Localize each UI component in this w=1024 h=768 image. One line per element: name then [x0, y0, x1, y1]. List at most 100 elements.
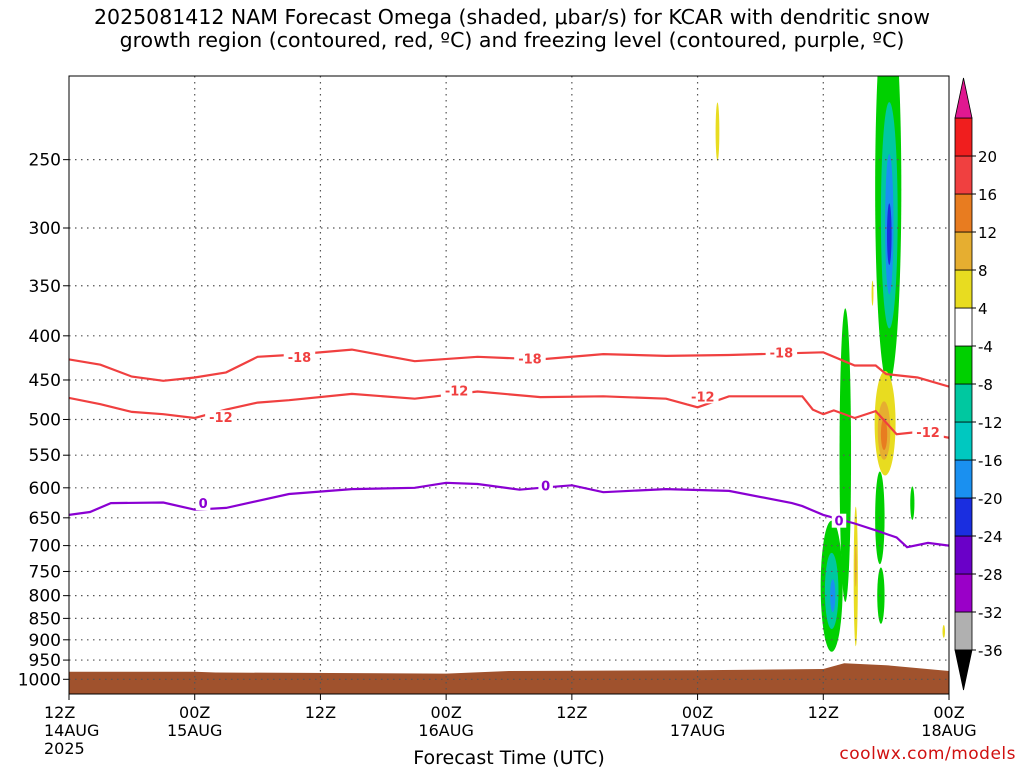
colorbar-swatch [954, 611, 973, 651]
y-tick-label: 350 [29, 277, 61, 297]
colorbar-swatch [954, 535, 973, 575]
colorbar-label: -16 [978, 452, 1003, 470]
contour-label--18: -18 [770, 346, 794, 361]
chart-title-line2: growth region (contoured, red, ºC) and f… [119, 28, 905, 52]
x-tick-label: 00Z [430, 703, 461, 722]
y-tick-label: 450 [29, 371, 61, 391]
colorbar-swatch [954, 459, 973, 499]
colorbar-label: -36 [978, 642, 1003, 660]
colorbar-swatch [954, 383, 973, 423]
contour-label-bg [205, 410, 237, 425]
contour-label--18: -18 [518, 353, 542, 368]
colorbar-label: 4 [978, 300, 988, 318]
omega-shaded-region-13 [910, 486, 915, 520]
terrain-layer [69, 663, 949, 694]
colorbar-over-arrow [954, 77, 973, 119]
colorbar: -36 -32 -28 -24 -20 -16 -12 -8 -4 4 8 12 16 20 [954, 77, 1003, 691]
omega-shaded-region-10 [830, 579, 836, 613]
contour-label-0: 0 [199, 497, 208, 512]
x-tick-label: 17AUG [670, 721, 725, 740]
colorbar-swatch [954, 193, 973, 233]
colorbar-swatch [954, 231, 973, 271]
chart-title-line1: 2025081412 NAM Forecast Omega (shaded, μ… [93, 5, 930, 29]
y-tick-label: 900 [29, 631, 61, 651]
contour-label--12: -12 [209, 411, 233, 426]
colorbar-label: -20 [978, 490, 1003, 508]
y-tick-label: 750 [29, 562, 61, 582]
y-tick-label: 300 [29, 219, 61, 239]
colorbar-label: 12 [978, 224, 997, 242]
colorbar-label: -8 [978, 376, 993, 394]
contour-label-bg [831, 513, 847, 528]
colorbar-label: -32 [978, 604, 1003, 622]
axes-layer: 2503003504004505005506006507007508008509… [18, 75, 977, 758]
contour-label--12: -12 [691, 390, 715, 405]
x-tick-label: 00Z [682, 703, 713, 722]
watermark: coolwx.com/models [839, 744, 1016, 764]
colorbar-swatch [954, 155, 973, 195]
colorbar-label: 16 [978, 186, 997, 204]
colorbar-swatch [954, 269, 973, 309]
y-tick-label: 600 [29, 479, 61, 499]
contour-label-0: 0 [541, 479, 550, 494]
colorbar-swatch [954, 497, 973, 537]
x-tick-label: 12Z [556, 703, 587, 722]
colorbar-swatch [954, 421, 973, 461]
x-tick-label: 12Z [305, 703, 336, 722]
contour-label-0: 0 [834, 515, 843, 530]
x-tick-label: 12Z [44, 703, 75, 722]
y-tick-label: 550 [29, 446, 61, 466]
contour-label-bg [687, 389, 719, 404]
omega-shading-layer [715, 76, 946, 652]
grid-layer [69, 76, 949, 694]
x-tick-label: 18AUG [921, 721, 976, 740]
omega-shaded-region-3 [886, 203, 892, 265]
y-tick-label: 800 [29, 587, 61, 607]
contour-label-bg [765, 345, 798, 360]
colorbar-swatch [954, 573, 973, 613]
terrain-area [69, 663, 949, 694]
y-tick-label: 500 [29, 410, 61, 430]
contour-label--12: -12 [916, 426, 940, 441]
y-tick-label: 1000 [18, 670, 61, 690]
omega-shaded-region-7 [839, 308, 852, 602]
colorbar-label: 8 [978, 262, 988, 280]
colorbar-label: -28 [978, 566, 1003, 584]
plot-frame [68, 75, 950, 695]
contour-label-bg [912, 425, 944, 440]
contour-label--18: -18 [288, 351, 312, 366]
contour-layer: -18 -18 -18 -12 -12 -12 -12 0 0 0 [69, 345, 949, 549]
contour-line--18 [69, 348, 949, 388]
colorbar-under-arrow [954, 649, 973, 691]
contour-label-bg [283, 349, 316, 364]
x-tick-label: 14AUG [44, 721, 99, 740]
colorbar-label: 20 [978, 148, 997, 166]
contour-label-bg [514, 351, 546, 366]
x-tick-label: 00Z [179, 703, 210, 722]
contour-line--12 [69, 390, 949, 439]
y-tick-label: 700 [29, 537, 61, 557]
colorbar-label: -4 [978, 338, 993, 356]
y-tick-label: 950 [29, 651, 61, 671]
contour-line-0 [69, 481, 949, 549]
omega-shaded-region-16 [715, 102, 720, 161]
colorbar-label: -24 [978, 528, 1003, 546]
y-tick-label: 400 [29, 327, 61, 347]
colorbar-label: -12 [978, 414, 1003, 432]
omega-shaded-region-17 [871, 280, 874, 306]
x-tick-label: 2025 [44, 739, 85, 758]
colorbar-swatch [954, 117, 973, 157]
x-axis-title: Forecast Time (UTC) [413, 747, 604, 768]
omega-shaded-region-18 [942, 624, 946, 638]
y-tick-label: 250 [29, 151, 61, 171]
x-tick-label: 15AUG [167, 721, 222, 740]
contour-label-bg [440, 383, 473, 398]
x-tick-label: 16AUG [418, 721, 473, 740]
contour-label-bg [195, 496, 211, 511]
omega-shaded-region-11 [877, 567, 885, 624]
colorbar-swatch [954, 345, 973, 385]
chart-title: 2025081412 NAM Forecast Omega (shaded, μ… [0, 6, 1024, 52]
contour-label--12: -12 [445, 385, 469, 400]
omega-shaded-region-6 [880, 418, 888, 451]
